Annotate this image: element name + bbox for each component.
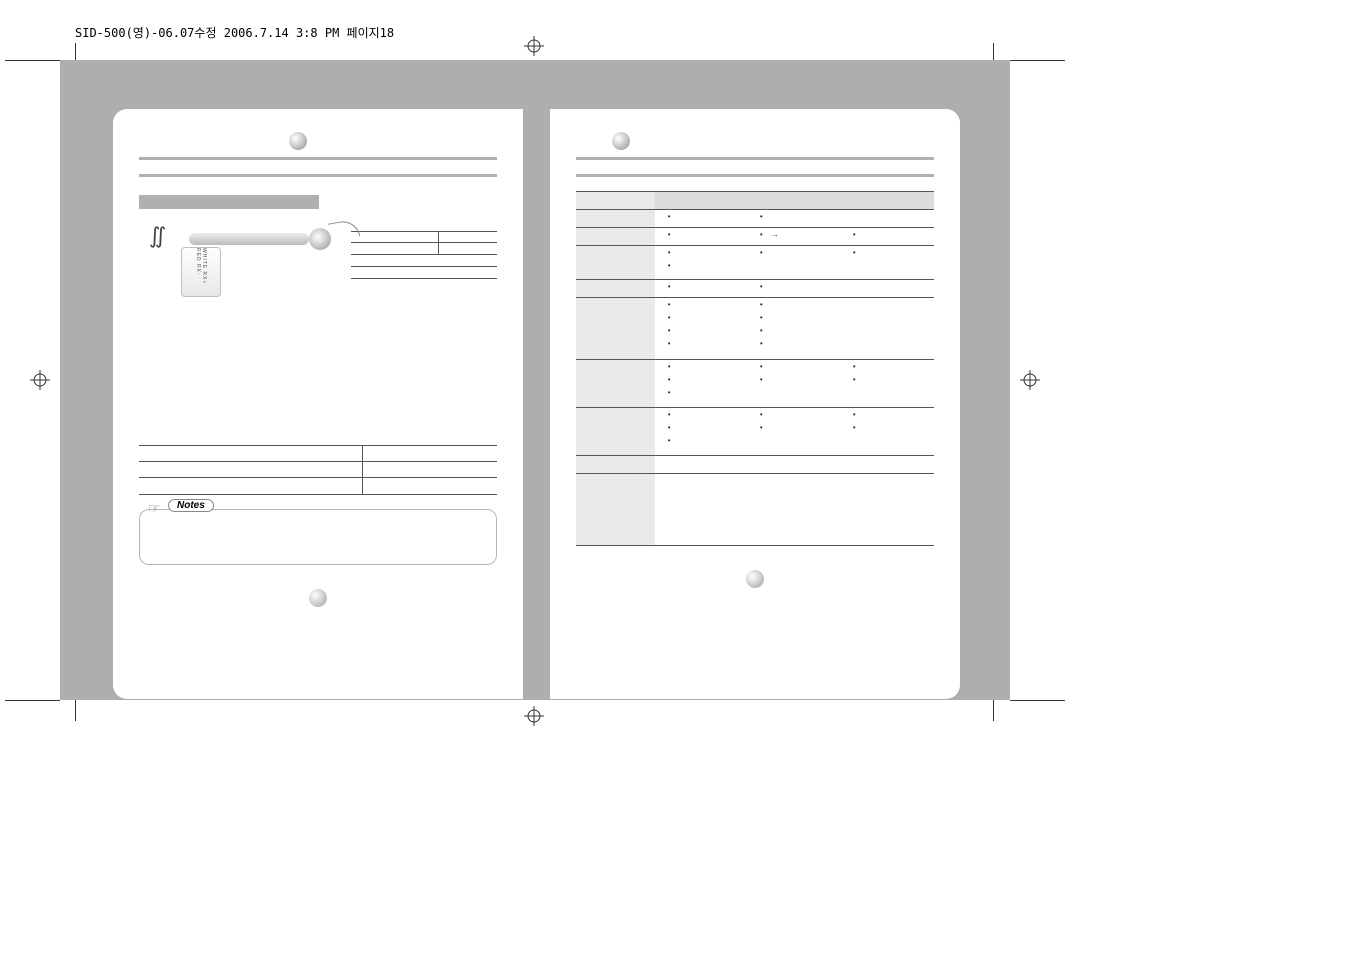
registration-mark-icon: [30, 370, 50, 390]
spec-table: [576, 191, 934, 546]
page-number-dot: [746, 570, 764, 588]
lead-line-table: [351, 231, 497, 279]
small-table: [139, 445, 497, 495]
crop-mark: [1010, 700, 1065, 701]
section-icon: [612, 132, 630, 150]
page-number-dot: [309, 589, 327, 607]
probe-illustration: ∬ WHITE RX+ RED RX-: [139, 215, 339, 295]
registration-mark-icon: [1020, 370, 1040, 390]
connector-label: WHITE RX+ RED RX-: [181, 247, 221, 297]
crop-mark: [1010, 60, 1065, 61]
crop-mark: [5, 60, 60, 61]
spread-background: ∬ WHITE RX+ RED RX-: [60, 60, 1010, 700]
registration-mark-icon: [524, 706, 544, 726]
section-header: [576, 131, 934, 177]
notes-box: ☞ Notes: [139, 509, 497, 565]
prepress-slug: SID-500(영)-06.07수정 2006.7.14 3:8 PM 페이지1…: [75, 24, 394, 41]
right-page: [550, 109, 960, 699]
section-header: [139, 131, 497, 177]
left-page: ∬ WHITE RX+ RED RX-: [113, 109, 523, 699]
section-icon: [289, 132, 307, 150]
hand-icon: ☞: [148, 500, 161, 517]
crop-mark: [5, 700, 60, 701]
registration-mark-icon: [524, 36, 544, 56]
notes-label: Notes: [168, 499, 214, 512]
subsection-label: [139, 195, 319, 209]
